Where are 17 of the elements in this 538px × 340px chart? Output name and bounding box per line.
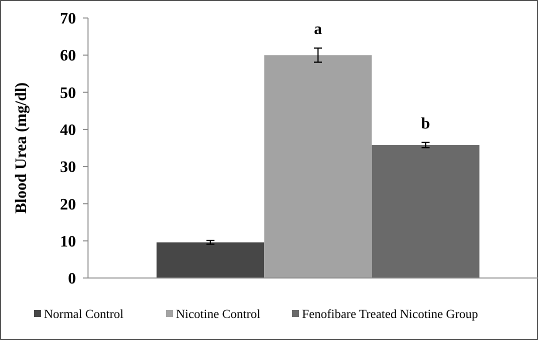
bar [264,55,372,278]
y-axis-title: Blood Urea (mg/dl) [13,82,30,214]
legend-label: Normal Control [44,307,124,321]
y-tick-label: 60 [60,48,76,65]
annotation: a [314,21,322,38]
y-tick-label: 10 [60,233,76,250]
y-tick-label: 40 [60,122,76,140]
y-tick-label: 0 [68,270,76,288]
legend-label: Fenofibare Treated Nicotine Group [302,307,478,321]
annotation: b [421,115,430,132]
bar [156,242,264,278]
legend-label: Nicotine Control [176,307,261,321]
y-tick-label: 30 [60,159,76,176]
bar [372,145,480,278]
y-tick-label: 50 [60,84,76,102]
y-tick-label: 20 [60,196,76,214]
y-tick-label: 70 [60,10,76,28]
